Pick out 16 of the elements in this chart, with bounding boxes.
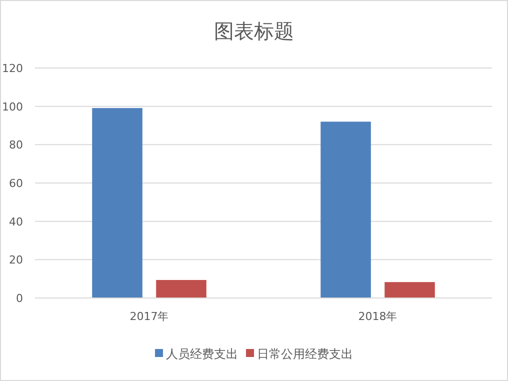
y-tick-label: 20 [9, 254, 23, 267]
legend-label: 人员经费支出 [166, 347, 238, 361]
bar [384, 282, 435, 298]
chart-title: 图表标题 [214, 19, 294, 43]
bar [92, 108, 142, 298]
x-tick-label: 2018年 [358, 310, 398, 323]
y-tick-label: 60 [9, 177, 23, 190]
legend-label: 日常公用经费支出 [257, 347, 353, 361]
x-tick-label: 2017年 [130, 310, 169, 323]
y-tick-label: 80 [9, 138, 23, 152]
y-tick-label: 100 [2, 100, 23, 114]
bar [156, 280, 206, 298]
y-tick-label: 0 [16, 292, 23, 305]
bar [320, 122, 371, 298]
y-tick-label: 120 [2, 62, 23, 75]
y-tick-label: 40 [9, 215, 23, 228]
